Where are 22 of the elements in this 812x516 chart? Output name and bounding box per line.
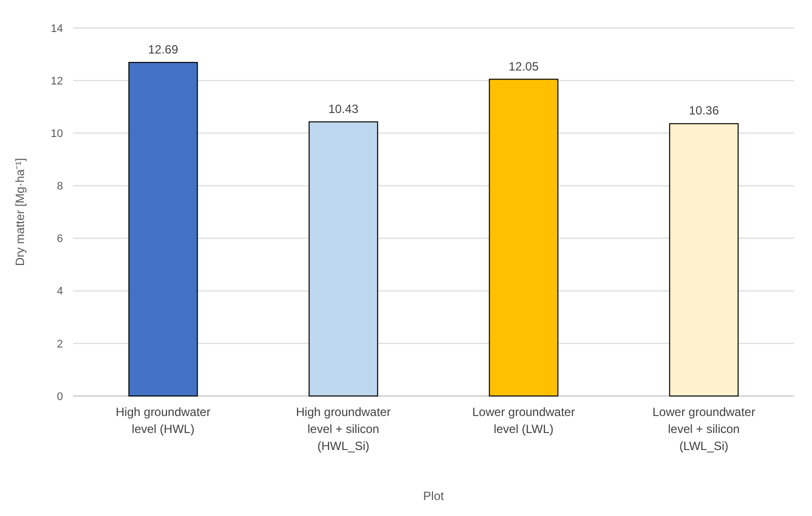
x-tick-label: Lower groundwater level (LWL) (472, 405, 575, 436)
bar (128, 62, 198, 396)
y-tick-label: 4 (56, 286, 63, 298)
x-axis-title: Plot (423, 489, 444, 503)
bar (308, 121, 378, 396)
data-label: 10.43 (328, 102, 359, 116)
x-tick-label: High groundwater level + silicon (HWL_Si) (296, 405, 391, 453)
data-label: 12.69 (148, 42, 178, 56)
y-tick-label: 6 (56, 233, 63, 246)
y-tick-label: 8 (56, 180, 63, 193)
bar (488, 78, 558, 396)
y-tick-label: 12 (50, 75, 63, 88)
data-label: 10.36 (688, 104, 720, 118)
bar (669, 123, 739, 396)
x-tick-label: High groundwater level (HWL) (116, 405, 210, 436)
y-tick-label: 2 (56, 338, 63, 350)
y-tick-label: 10 (50, 128, 63, 140)
y-axis-title: Dry matter [Mg·ha⁻¹] (13, 158, 27, 266)
data-label: 12.05 (508, 59, 539, 74)
y-tick-label: 14 (50, 22, 63, 35)
x-tick-label: Lower groundwater level + silicon (LWL_Si) (652, 405, 756, 453)
y-tick-label: 0 (56, 390, 63, 403)
